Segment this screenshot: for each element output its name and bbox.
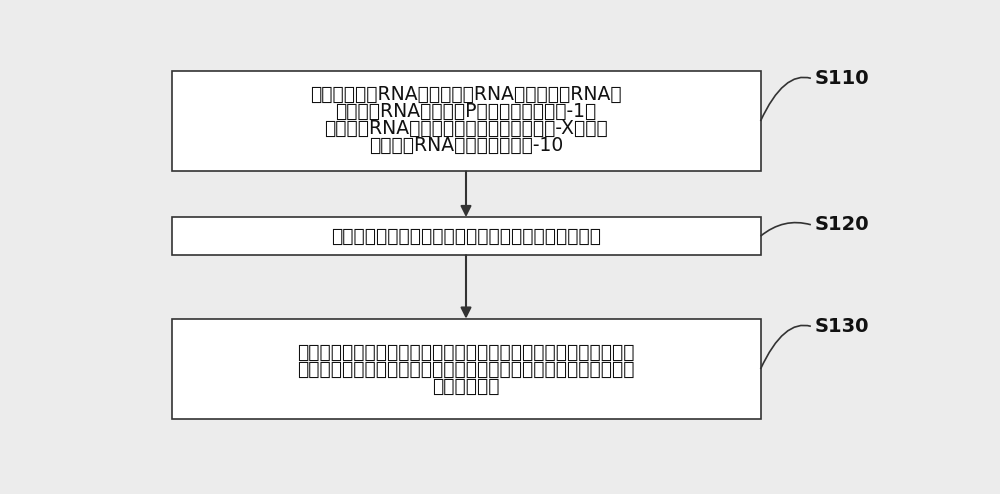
FancyBboxPatch shape bbox=[172, 319, 761, 419]
Text: 提供间充质干细胞，间充质干细胞培养在细胞培养液中: 提供间充质干细胞，间充质干细胞培养在细胞培养液中 bbox=[331, 227, 601, 246]
Text: S120: S120 bbox=[815, 215, 869, 234]
FancyBboxPatch shape bbox=[172, 71, 761, 171]
Text: 间充质干细胞: 间充质干细胞 bbox=[432, 377, 500, 396]
Text: S110: S110 bbox=[815, 69, 869, 88]
Text: S130: S130 bbox=[815, 317, 869, 336]
Text: 序列加入培养间充质干细胞的细胞培养液中进行基因转染，得到重组: 序列加入培养间充质干细胞的细胞培养液中进行基因转染，得到重组 bbox=[297, 360, 635, 379]
Text: 将转染试剂、第一基因表达序列、第二基因表达序列和第三基因表达: 将转染试剂、第一基因表达序列、第二基因表达序列和第三基因表达 bbox=[297, 343, 635, 362]
Text: 第三信使RNA用于表达白介素-10: 第三信使RNA用于表达白介素-10 bbox=[369, 136, 563, 155]
Text: 第一信使RNA用于表达P选择素糖蛋白配体-1，: 第一信使RNA用于表达P选择素糖蛋白配体-1， bbox=[335, 102, 597, 121]
FancyBboxPatch shape bbox=[172, 217, 761, 255]
Text: 第二信使RNA用于表达唾液酸化路易斯寨糖-X抗原，: 第二信使RNA用于表达唾液酸化路易斯寨糖-X抗原， bbox=[324, 119, 608, 138]
Text: 提供第一信使RNA、第二信使RNA和第三信使RNA，: 提供第一信使RNA、第二信使RNA和第三信使RNA， bbox=[310, 85, 622, 104]
